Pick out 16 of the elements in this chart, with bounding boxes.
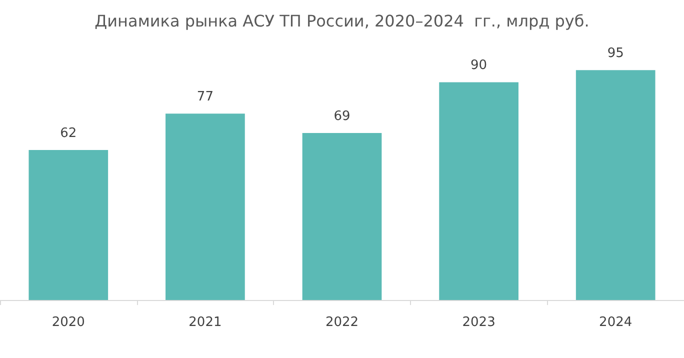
data-label: 69: [334, 109, 350, 124]
data-label: 62: [60, 126, 77, 141]
bar: [576, 70, 656, 300]
data-label: 90: [470, 58, 488, 74]
bar: [166, 114, 245, 300]
x-tick-label: 2020: [52, 315, 85, 330]
x-tick-label: 2024: [599, 315, 632, 330]
chart-title: Динамика рынка АСУ ТП России, 2020–2024 гг., млрд руб.: [94, 12, 590, 30]
data-label: 77: [196, 90, 214, 105]
bar: [28, 150, 108, 300]
bar: [302, 133, 382, 300]
x-tick-label: 2021: [188, 315, 222, 330]
bar: [439, 82, 518, 300]
data-label: 95: [607, 46, 624, 62]
x-tick-label: 2023: [462, 315, 496, 330]
x-tick-label: 2022: [325, 315, 359, 330]
